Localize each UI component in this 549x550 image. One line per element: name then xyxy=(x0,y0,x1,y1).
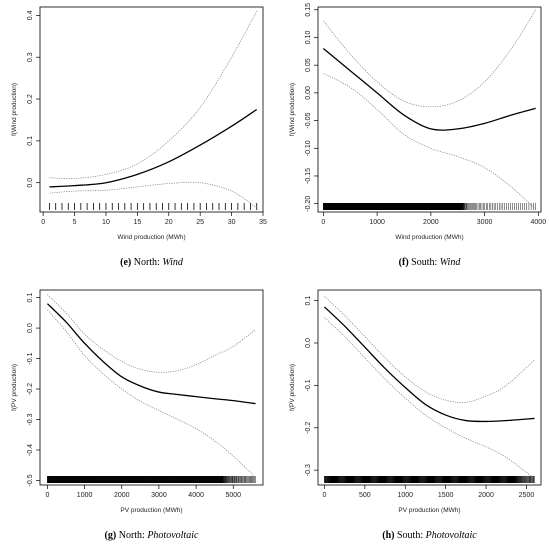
caption-italic: Wind xyxy=(440,257,462,268)
x-tick-label: 15 xyxy=(133,219,141,226)
y-tick-label: 0.1 xyxy=(27,136,34,146)
chart-panel-g: 0 1000 2000 3000 4000 5000 -0.5 -0.4 -0.3 -0.2 -0.… xyxy=(11,289,264,541)
caption-text: North: xyxy=(116,530,147,541)
estimate-line xyxy=(324,306,535,423)
y-tick-label: -0.2 xyxy=(305,422,312,434)
y-tick-label: -0.3 xyxy=(27,413,34,425)
y-tick-label: -0.20 xyxy=(305,196,312,212)
upper-band-line xyxy=(49,11,258,180)
x-tick-label: 0 xyxy=(321,219,325,226)
x-tick-label: 35 xyxy=(259,219,267,226)
panel-caption: (e) North: Wind xyxy=(120,257,184,268)
x-tick-label: 2000 xyxy=(478,492,494,499)
y-tick-label: -0.1 xyxy=(27,352,34,364)
y-tick-label: 0.0 xyxy=(27,323,34,333)
x-tick-label: 1000 xyxy=(397,492,413,499)
x-tick-label: 1500 xyxy=(438,492,454,499)
plot-frame xyxy=(39,289,264,486)
y-tick-label: -0.1 xyxy=(305,379,312,391)
y-tick-label: -0.4 xyxy=(27,444,34,456)
y-tick-label: 0.1 xyxy=(305,296,312,306)
panel-caption: (g) North: Photovoltaic xyxy=(105,530,199,541)
y-tick-label: -0.05 xyxy=(305,113,312,129)
y-tick-label: 0.0 xyxy=(27,178,34,188)
rug-marks xyxy=(323,203,536,210)
x-tick-label: 4000 xyxy=(531,219,547,226)
x-tick-label: 2000 xyxy=(114,492,130,499)
x-tick-label: 30 xyxy=(228,219,236,226)
y-tick-label: 0.2 xyxy=(27,94,34,104)
y-tick-label: 0.10 xyxy=(305,31,312,45)
x-tick-label: 1000 xyxy=(77,492,93,499)
y-axis-label: f(Wind production) xyxy=(11,83,18,136)
upper-band-line xyxy=(323,9,536,108)
x-axis-label: PV production (MWh) xyxy=(398,507,460,514)
estimate-line xyxy=(322,48,536,131)
panel-caption: (h) South: Photovoltaic xyxy=(382,530,477,541)
y-axis-label: f(PV production) xyxy=(289,364,296,411)
rug-marks xyxy=(49,203,258,210)
upper-band-line xyxy=(324,296,535,403)
x-tick-label: 2000 xyxy=(423,219,439,226)
caption-italic: Photovoltaic xyxy=(146,530,199,541)
y-tick-label: -0.10 xyxy=(305,140,312,156)
plot-frame xyxy=(317,6,542,213)
caption-italic: Photovoltaic xyxy=(425,530,478,541)
y-tick-label: 0.0 xyxy=(305,338,312,348)
y-tick-label: -0.5 xyxy=(27,474,34,486)
x-tick-label: 3000 xyxy=(151,492,167,499)
y-tick-label: 0.15 xyxy=(305,3,312,17)
x-axis-label: PV production (MWh) xyxy=(120,507,182,514)
rug-marks xyxy=(324,476,535,483)
estimate-line xyxy=(46,303,256,405)
y-tick-label: 0.00 xyxy=(305,86,312,100)
upper-band-line xyxy=(47,294,256,373)
plot-frame xyxy=(317,289,542,486)
caption-label: (e) xyxy=(120,257,131,268)
lower-band-line xyxy=(47,309,256,478)
x-tick-label: 0 xyxy=(45,492,49,499)
y-tick-label: 0.3 xyxy=(27,52,34,62)
x-tick-label: 5 xyxy=(73,219,77,226)
plot-frame xyxy=(39,6,264,213)
lower-band-line xyxy=(49,181,257,209)
y-tick-label: 0.05 xyxy=(305,58,312,72)
lower-band-line xyxy=(323,73,536,210)
caption-label: (g) xyxy=(105,530,117,541)
y-axis-label: f(PV production) xyxy=(11,364,18,411)
rug-marks xyxy=(47,476,256,483)
x-axis-label: Wind production (MWh) xyxy=(395,234,463,241)
panel-caption: (f) South: Wind xyxy=(399,257,462,268)
x-tick-label: 0 xyxy=(323,492,327,499)
x-tick-label: 1000 xyxy=(369,219,385,226)
caption-text: South: xyxy=(395,530,426,541)
y-tick-label: -0.2 xyxy=(27,383,34,395)
x-axis-label: Wind production (MWh) xyxy=(117,234,185,241)
caption-text: North: xyxy=(131,257,162,268)
caption-label: (f) xyxy=(399,257,409,268)
y-tick-label: -0.15 xyxy=(305,168,312,184)
chart-panel-f: 0 1000 2000 3000 4000 -0.20 -0.15 -0.10 -0.05 0.0… xyxy=(289,3,546,268)
estimate-line xyxy=(49,108,258,188)
x-tick-label: 25 xyxy=(196,219,204,226)
y-tick-label: 0.4 xyxy=(27,10,34,20)
x-tick-label: 2500 xyxy=(519,492,535,499)
x-tick-label: 20 xyxy=(165,219,173,226)
x-tick-label: 4000 xyxy=(188,492,204,499)
x-tick-label: 0 xyxy=(41,219,45,226)
caption-label: (h) xyxy=(382,530,394,541)
lower-band-line xyxy=(324,317,535,479)
y-tick-label: -0.3 xyxy=(305,464,312,476)
x-tick-label: 3000 xyxy=(477,219,493,226)
chart-panel-h: 0 500 1000 1500 2000 2500 -0.3 -0.2 -0.1 0.0 0.1 PV… xyxy=(289,289,542,541)
x-tick-label: 10 xyxy=(102,219,110,226)
chart-panel-e: 0 5 10 15 20 25 30 35 0.0 0.1 0.2 0.3 0.4 Wind produc… xyxy=(11,6,267,268)
x-tick-label: 5000 xyxy=(225,492,241,499)
caption-text: South: xyxy=(409,257,440,268)
x-tick-label: 500 xyxy=(359,492,371,499)
y-tick-label: 0.1 xyxy=(27,293,34,303)
caption-italic: Wind xyxy=(162,257,184,268)
y-axis-label: f(Wind production) xyxy=(289,83,296,136)
